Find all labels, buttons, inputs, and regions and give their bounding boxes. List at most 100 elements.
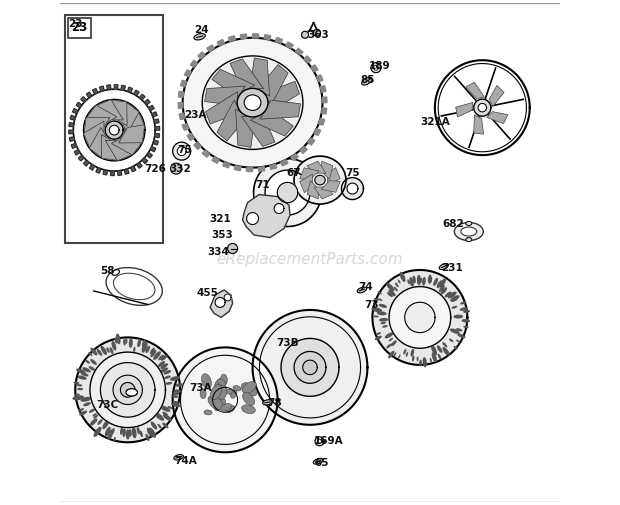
Ellipse shape <box>120 427 123 435</box>
Polygon shape <box>241 34 247 38</box>
Polygon shape <box>319 119 325 125</box>
Ellipse shape <box>389 338 393 341</box>
Polygon shape <box>105 121 123 139</box>
Polygon shape <box>291 154 298 161</box>
Polygon shape <box>250 109 293 136</box>
Ellipse shape <box>136 427 140 434</box>
Polygon shape <box>134 90 139 96</box>
Polygon shape <box>90 352 166 428</box>
Polygon shape <box>184 70 191 77</box>
Ellipse shape <box>171 402 180 407</box>
Ellipse shape <box>137 339 141 347</box>
Ellipse shape <box>160 368 168 373</box>
Ellipse shape <box>453 315 463 319</box>
Ellipse shape <box>382 325 388 328</box>
Polygon shape <box>71 143 77 148</box>
Ellipse shape <box>202 56 303 149</box>
Ellipse shape <box>81 397 91 402</box>
Ellipse shape <box>357 287 366 293</box>
Ellipse shape <box>97 349 102 356</box>
Polygon shape <box>84 117 110 135</box>
Polygon shape <box>286 42 293 48</box>
Ellipse shape <box>315 175 325 185</box>
Polygon shape <box>114 85 118 89</box>
Ellipse shape <box>419 360 422 367</box>
Ellipse shape <box>112 270 120 275</box>
Ellipse shape <box>439 278 446 287</box>
Ellipse shape <box>449 338 454 342</box>
Text: 23A: 23A <box>184 110 206 120</box>
Polygon shape <box>142 158 148 164</box>
Polygon shape <box>327 168 340 186</box>
Ellipse shape <box>463 326 469 328</box>
Text: 58: 58 <box>100 267 115 276</box>
Ellipse shape <box>170 376 180 381</box>
Ellipse shape <box>89 366 95 371</box>
Ellipse shape <box>221 374 228 385</box>
Ellipse shape <box>374 316 379 318</box>
Polygon shape <box>307 161 326 173</box>
Text: 334: 334 <box>208 246 229 257</box>
Ellipse shape <box>386 283 394 291</box>
Polygon shape <box>99 86 104 91</box>
Polygon shape <box>435 60 529 155</box>
Polygon shape <box>110 171 114 176</box>
Text: 23: 23 <box>71 21 87 34</box>
Ellipse shape <box>221 403 232 411</box>
Polygon shape <box>69 123 74 127</box>
Ellipse shape <box>244 95 261 111</box>
Polygon shape <box>246 167 252 172</box>
Polygon shape <box>212 69 255 96</box>
Ellipse shape <box>100 346 107 355</box>
Polygon shape <box>120 382 135 397</box>
Ellipse shape <box>436 280 442 288</box>
Polygon shape <box>260 100 301 119</box>
Ellipse shape <box>174 389 182 393</box>
Ellipse shape <box>172 392 179 395</box>
Ellipse shape <box>242 382 256 393</box>
Ellipse shape <box>89 409 95 413</box>
Ellipse shape <box>395 282 399 287</box>
Ellipse shape <box>432 352 437 362</box>
Ellipse shape <box>113 437 116 442</box>
Polygon shape <box>187 133 194 140</box>
Ellipse shape <box>85 360 90 364</box>
Polygon shape <box>100 363 155 417</box>
Polygon shape <box>230 59 264 89</box>
Ellipse shape <box>81 372 89 377</box>
Polygon shape <box>317 439 322 443</box>
Ellipse shape <box>91 347 97 356</box>
Ellipse shape <box>77 388 83 390</box>
Ellipse shape <box>466 238 472 241</box>
Polygon shape <box>304 56 311 63</box>
Polygon shape <box>274 204 284 214</box>
Polygon shape <box>321 181 340 192</box>
Polygon shape <box>76 102 82 108</box>
Ellipse shape <box>167 406 173 409</box>
Ellipse shape <box>461 319 470 323</box>
Ellipse shape <box>107 429 113 440</box>
Polygon shape <box>118 171 122 175</box>
Ellipse shape <box>175 383 184 387</box>
Text: 363: 363 <box>308 30 329 40</box>
Ellipse shape <box>149 428 156 438</box>
Polygon shape <box>81 96 86 103</box>
Ellipse shape <box>126 429 130 439</box>
Polygon shape <box>217 100 245 141</box>
Ellipse shape <box>459 307 468 311</box>
Ellipse shape <box>420 278 422 283</box>
Ellipse shape <box>412 356 415 362</box>
Polygon shape <box>317 75 323 82</box>
Polygon shape <box>146 153 153 158</box>
Ellipse shape <box>263 400 272 405</box>
Ellipse shape <box>233 386 241 391</box>
Text: 73A: 73A <box>189 383 212 393</box>
Ellipse shape <box>161 355 167 361</box>
Polygon shape <box>270 164 277 170</box>
Ellipse shape <box>417 275 421 285</box>
Ellipse shape <box>106 347 110 353</box>
Ellipse shape <box>378 298 383 301</box>
Ellipse shape <box>173 401 179 403</box>
Ellipse shape <box>142 339 146 347</box>
Ellipse shape <box>386 344 391 348</box>
